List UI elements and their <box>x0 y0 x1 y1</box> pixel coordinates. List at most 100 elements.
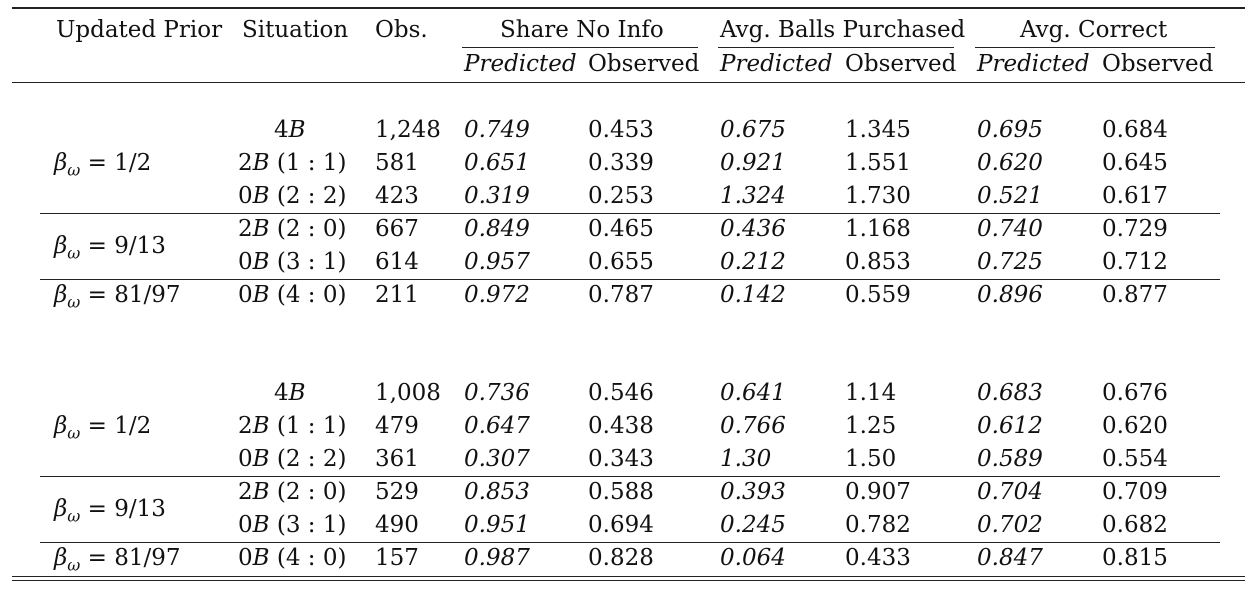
table-cell-share-pred: 0.647 <box>464 413 530 439</box>
group-separator-rule <box>40 279 1220 280</box>
table-cell-obs: 1,248 <box>375 117 441 143</box>
top-rule <box>12 7 1245 9</box>
table-cell-corr-obs: 0.645 <box>1102 150 1168 176</box>
table-cell-obs: 529 <box>375 479 419 505</box>
table-cell-balls-obs: 1.25 <box>845 413 897 439</box>
header-share-observed: Observed <box>588 51 700 77</box>
group-separator-rule <box>40 213 1220 214</box>
table-cell-share-obs: 0.343 <box>588 446 654 472</box>
share-group-rule <box>462 47 698 48</box>
balls-group-rule <box>718 47 954 48</box>
header-share-predicted: Predicted <box>464 51 577 77</box>
bottom-rule-2 <box>12 580 1245 581</box>
table-cell-obs: 211 <box>375 282 419 308</box>
situation-cell: 0B (2 : 2) <box>238 446 347 472</box>
header-avg-balls: Avg. Balls Purchased <box>720 17 966 43</box>
table-cell-balls-obs: 0.907 <box>845 479 911 505</box>
table-cell-balls-pred: 0.064 <box>720 545 786 571</box>
situation-cell: 4B <box>274 117 306 143</box>
table-cell-share-obs: 0.339 <box>588 150 654 176</box>
table-cell-obs: 423 <box>375 183 419 209</box>
situation-cell: 0B (2 : 2) <box>238 183 347 209</box>
table-cell-corr-obs: 0.709 <box>1102 479 1168 505</box>
table-cell-share-pred: 0.957 <box>464 249 530 275</box>
header-balls-observed: Observed <box>845 51 957 77</box>
table-cell-share-obs: 0.588 <box>588 479 654 505</box>
table-cell-share-pred: 0.853 <box>464 479 530 505</box>
table-cell-balls-obs: 0.433 <box>845 545 911 571</box>
table-cell-obs: 581 <box>375 150 419 176</box>
table-cell-share-pred: 0.319 <box>464 183 530 209</box>
updated-prior-label: βω = 1/2 <box>54 150 152 180</box>
updated-prior-label: βω = 1/2 <box>54 413 152 443</box>
situation-cell: 2B (2 : 0) <box>238 216 347 242</box>
table-cell-obs: 1,008 <box>375 380 441 406</box>
table-cell-share-pred: 0.307 <box>464 446 530 472</box>
table-cell-share-obs: 0.787 <box>588 282 654 308</box>
table-cell-obs: 361 <box>375 446 419 472</box>
header-balls-predicted: Predicted <box>720 51 833 77</box>
situation-cell: 2B (1 : 1) <box>238 413 347 439</box>
header-share-no-info: Share No Info <box>500 17 664 43</box>
table-cell-balls-obs: 1.168 <box>845 216 911 242</box>
correct-group-rule <box>975 47 1215 48</box>
table-cell-balls-obs: 0.559 <box>845 282 911 308</box>
table-cell-obs: 157 <box>375 545 419 571</box>
table-cell-share-obs: 0.694 <box>588 512 654 538</box>
table-cell-share-obs: 0.655 <box>588 249 654 275</box>
updated-prior-label: βω = 81/97 <box>54 545 181 575</box>
table-cell-share-obs: 0.828 <box>588 545 654 571</box>
table-cell-share-obs: 0.253 <box>588 183 654 209</box>
header-updated-prior: Updated Prior <box>56 17 223 43</box>
situation-cell: 0B (4 : 0) <box>238 282 347 308</box>
situation-cell: 2B (2 : 0) <box>238 479 347 505</box>
header-bottom-rule <box>12 82 1245 83</box>
table-cell-balls-pred: 1.324 <box>720 183 786 209</box>
group-separator-rule <box>40 476 1220 477</box>
table-cell-balls-pred: 0.641 <box>720 380 786 406</box>
table-cell-balls-pred: 0.675 <box>720 117 786 143</box>
table-cell-balls-pred: 0.393 <box>720 479 786 505</box>
table-cell-balls-obs: 1.50 <box>845 446 897 472</box>
table-cell-share-obs: 0.546 <box>588 380 654 406</box>
table-cell-corr-obs: 0.815 <box>1102 545 1168 571</box>
situation-cell: 0B (3 : 1) <box>238 249 347 275</box>
table-cell-corr-pred: 0.521 <box>977 183 1043 209</box>
table-cell-corr-obs: 0.729 <box>1102 216 1168 242</box>
table-cell-share-obs: 0.453 <box>588 117 654 143</box>
table-cell-share-obs: 0.465 <box>588 216 654 242</box>
table-cell-corr-pred: 0.704 <box>977 479 1043 505</box>
situation-cell: 2B (1 : 1) <box>238 150 347 176</box>
table-cell-balls-obs: 1.345 <box>845 117 911 143</box>
table-cell-balls-obs: 0.853 <box>845 249 911 275</box>
header-correct-predicted: Predicted <box>977 51 1090 77</box>
table-cell-balls-pred: 0.212 <box>720 249 786 275</box>
table-cell-corr-obs: 0.684 <box>1102 117 1168 143</box>
table-cell-balls-pred: 0.245 <box>720 512 786 538</box>
situation-cell: 4B <box>274 380 306 406</box>
table-cell-balls-pred: 0.142 <box>720 282 786 308</box>
table-cell-corr-obs: 0.676 <box>1102 380 1168 406</box>
header-situation: Situation <box>242 17 349 43</box>
table-cell-corr-pred: 0.612 <box>977 413 1043 439</box>
table-cell-share-pred: 0.849 <box>464 216 530 242</box>
table-cell-corr-pred: 0.847 <box>977 545 1043 571</box>
header-obs: Obs. <box>375 17 428 43</box>
table-cell-obs: 667 <box>375 216 419 242</box>
table-cell-obs: 479 <box>375 413 419 439</box>
table-cell-corr-pred: 0.589 <box>977 446 1043 472</box>
table-cell-balls-pred: 1.30 <box>720 446 772 472</box>
table-cell-corr-pred: 0.740 <box>977 216 1043 242</box>
table-cell-balls-obs: 1.551 <box>845 150 911 176</box>
updated-prior-label: βω = 9/13 <box>54 495 166 526</box>
table-cell-share-pred: 0.972 <box>464 282 530 308</box>
table-cell-balls-pred: 0.436 <box>720 216 786 242</box>
table-cell-share-pred: 0.951 <box>464 512 530 538</box>
table-cell-corr-obs: 0.682 <box>1102 512 1168 538</box>
updated-prior-label: βω = 9/13 <box>54 232 166 263</box>
table-cell-share-pred: 0.651 <box>464 150 530 176</box>
table-cell-share-pred: 0.749 <box>464 117 530 143</box>
table-cell-balls-obs: 1.730 <box>845 183 911 209</box>
table-cell-obs: 614 <box>375 249 419 275</box>
table-cell-balls-pred: 0.766 <box>720 413 786 439</box>
